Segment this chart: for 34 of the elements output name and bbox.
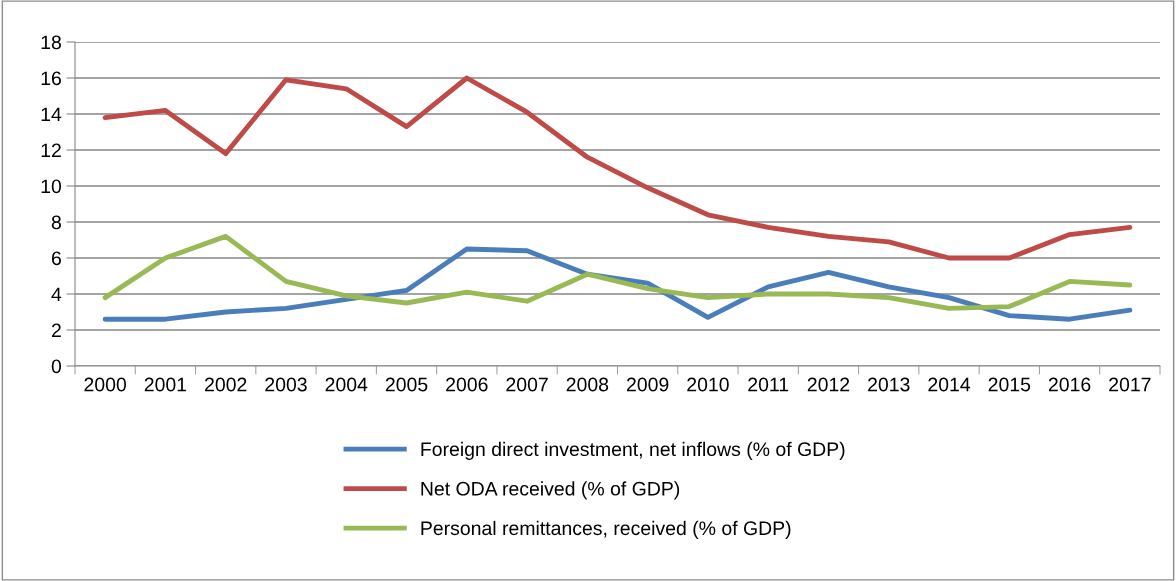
line-series <box>102 246 1133 322</box>
x-tick-label: 2009 <box>626 377 669 392</box>
x-tick-label: 2014 <box>928 377 971 392</box>
x-tick-label: 2012 <box>807 377 850 392</box>
x-tick-label: 2013 <box>868 377 910 392</box>
y-tick-label: 8 <box>51 215 61 230</box>
x-tick-label: 2003 <box>265 377 307 392</box>
legend-label: Foreign direct investment, net inflows (% of GDP) <box>421 441 845 460</box>
x-tick-label: 2004 <box>325 377 368 392</box>
y-tick-label: 18 <box>41 35 61 50</box>
line-series <box>102 75 1133 261</box>
y-tick-label: 2 <box>51 323 61 338</box>
x-tick-label: 2017 <box>1109 377 1151 392</box>
x-tick-label: 2006 <box>446 377 488 392</box>
x-tick-label: 2010 <box>687 377 729 392</box>
x-tick-label: 2007 <box>506 377 548 392</box>
x-tick-label: 2001 <box>144 377 187 392</box>
y-tick-label: 0 <box>51 359 62 374</box>
line-series <box>102 233 1133 311</box>
x-tick-label: 2008 <box>566 377 609 392</box>
x-tick-label: 2000 <box>84 377 127 392</box>
y-tick-label: 12 <box>41 143 61 158</box>
y-tick-label: 14 <box>41 107 62 122</box>
x-tick-label: 2002 <box>205 377 247 392</box>
x-tick-label: 2015 <box>988 377 1031 392</box>
x-tick-label: 2005 <box>385 377 428 392</box>
y-tick-label: 4 <box>51 287 62 302</box>
x-tick-label: 2016 <box>1048 377 1091 392</box>
legend-label: Net ODA received (% of GDP) <box>421 481 680 500</box>
y-tick-label: 6 <box>51 251 61 266</box>
y-tick-label: 16 <box>41 71 61 86</box>
x-tick-label: 2011 <box>748 377 789 392</box>
legend-label: Personal remittances, received (% of GDP) <box>421 520 791 539</box>
y-tick-label: 10 <box>41 179 62 194</box>
